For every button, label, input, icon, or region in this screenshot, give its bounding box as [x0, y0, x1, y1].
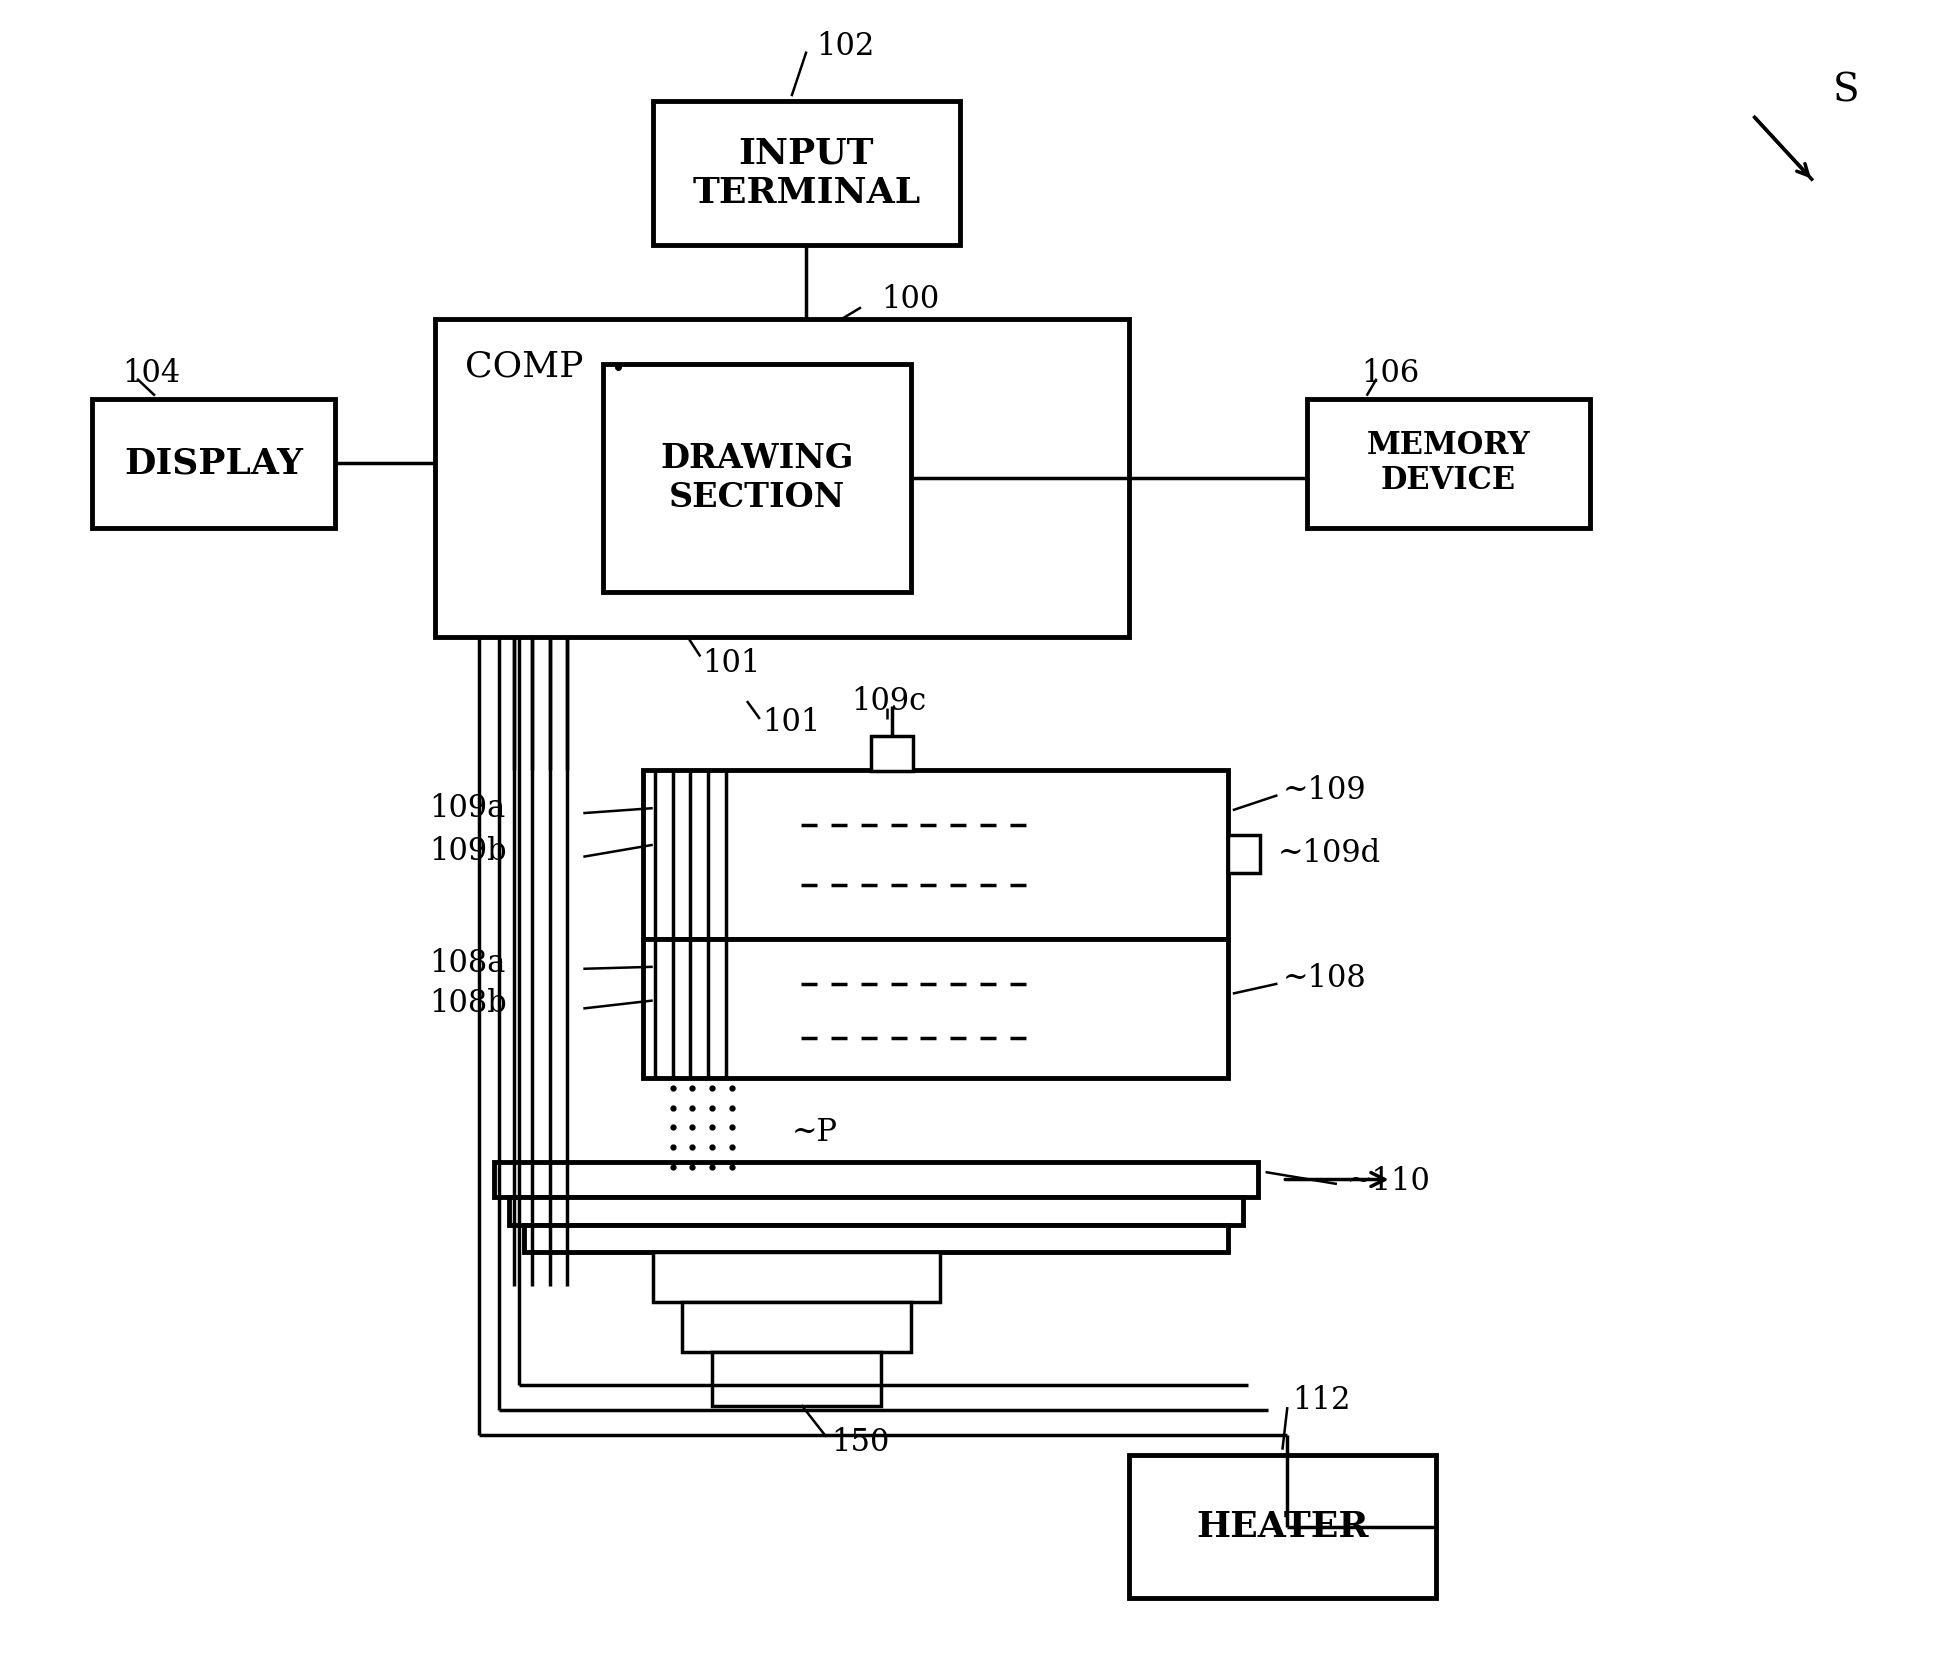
Bar — [654, 1252, 940, 1302]
Bar — [870, 736, 913, 771]
Text: ~109d: ~109d — [1278, 839, 1381, 870]
Text: ~108: ~108 — [1282, 963, 1366, 994]
Bar — [92, 399, 336, 528]
Text: 101: 101 — [702, 648, 761, 678]
Text: ~109: ~109 — [1282, 774, 1366, 805]
Bar — [509, 1197, 1243, 1224]
Text: 106: 106 — [1362, 359, 1420, 389]
Bar — [523, 1224, 1227, 1252]
Text: 101: 101 — [761, 708, 819, 738]
Text: 150: 150 — [831, 1427, 890, 1459]
Bar — [1307, 399, 1590, 528]
Text: 100: 100 — [880, 284, 938, 314]
Text: 108b: 108b — [429, 987, 507, 1019]
Text: COMP: COMP — [464, 351, 583, 384]
Bar — [1130, 1454, 1436, 1598]
Text: 102: 102 — [816, 31, 874, 63]
Bar — [683, 1302, 911, 1351]
Bar — [603, 364, 911, 592]
Bar — [642, 939, 1227, 1078]
Bar — [1227, 835, 1260, 873]
Text: MEMORY
DEVICE: MEMORY DEVICE — [1368, 430, 1530, 496]
Text: 109a: 109a — [429, 792, 505, 824]
Text: 112: 112 — [1292, 1384, 1350, 1416]
Text: 104: 104 — [123, 359, 179, 389]
Text: ~110: ~110 — [1346, 1166, 1430, 1197]
Text: S: S — [1832, 73, 1859, 109]
Text: ~P: ~P — [792, 1116, 837, 1148]
Bar — [654, 101, 960, 245]
Text: 109b: 109b — [429, 837, 507, 867]
Text: DISPLAY: DISPLAY — [125, 447, 304, 480]
Bar — [435, 319, 1130, 637]
Text: INPUT
TERMINAL: INPUT TERMINAL — [693, 136, 921, 210]
Text: DRAWING
SECTION: DRAWING SECTION — [659, 442, 853, 513]
Text: HEATER: HEATER — [1196, 1510, 1370, 1543]
Bar — [712, 1351, 880, 1406]
Text: 108a: 108a — [429, 948, 505, 979]
Bar — [642, 771, 1227, 939]
Text: 109c: 109c — [851, 685, 927, 716]
Bar — [494, 1163, 1258, 1197]
